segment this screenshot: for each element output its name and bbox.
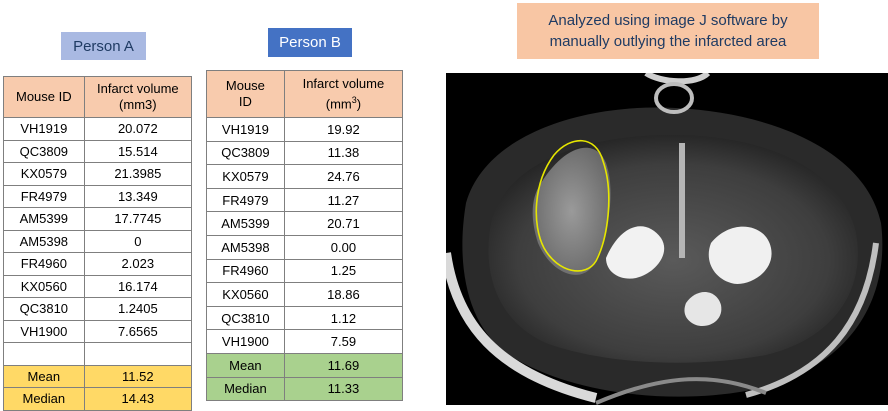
mouse-id-cell: FR4960 <box>206 258 285 284</box>
header-infarct-volume: Infarct volume (mm3) <box>83 76 193 118</box>
mouse-id-cell: VH1900 <box>3 319 85 343</box>
table-row: KX0579 24.76 <box>206 164 404 189</box>
volume-cell: 0.00 <box>283 234 404 260</box>
mouse-id-cell: AM5398 <box>3 229 85 253</box>
volume-cell: 1.25 <box>283 258 404 284</box>
mouse-id-cell: KX0579 <box>3 162 85 186</box>
table-row: QC3809 15.514 <box>3 139 193 163</box>
mean-value: 11.52 <box>83 364 193 388</box>
mouse-id-cell: KX0579 <box>206 164 285 189</box>
table-header-row: Mouse ID Infarct volume (mm3) <box>3 76 193 118</box>
person-b-table: Mouse ID Infarct volume (mm3) VH1919 19.9… <box>206 70 404 402</box>
mean-value: 11.69 <box>283 352 404 378</box>
empty-row <box>3 342 193 366</box>
mouse-id-cell: KX0560 <box>206 282 285 307</box>
mouse-id-cell: KX0560 <box>3 274 85 298</box>
volume-cell: 21.3985 <box>83 162 193 186</box>
mouse-id-cell: QC3810 <box>206 305 285 331</box>
table-row: AM5399 17.7745 <box>3 207 193 231</box>
volume-cell: 11.38 <box>283 140 404 166</box>
volume-cell: 24.76 <box>283 164 404 189</box>
volume-cell: 7.6565 <box>83 319 193 343</box>
volume-cell: 20.71 <box>283 211 404 236</box>
table-header-row: Mouse ID Infarct volume (mm3) <box>206 70 404 118</box>
header-infarct-volume: Infarct volume (mm3) <box>283 70 404 118</box>
volume-cell: 7.59 <box>283 329 404 354</box>
person-a-table: Mouse ID Infarct volume (mm3) VH1919 20.0… <box>3 76 193 411</box>
table-row: FR4960 2.023 <box>3 252 193 276</box>
mean-row: Mean 11.52 <box>3 364 193 388</box>
table-row: VH1919 19.92 <box>206 117 404 142</box>
table-row: QC3809 11.38 <box>206 140 404 166</box>
header-mouse-id: Mouse ID <box>3 76 85 118</box>
volume-cell: 13.349 <box>83 184 193 208</box>
volume-cell: 2.023 <box>83 252 193 276</box>
volume-cell: 16.174 <box>83 274 193 298</box>
volume-cell: 19.92 <box>283 117 404 142</box>
mri-brain-image <box>446 73 888 405</box>
mouse-id-cell: VH1919 <box>206 117 285 142</box>
table-row: VH1900 7.6565 <box>3 319 193 343</box>
table-row: KX0579 21.3985 <box>3 162 193 186</box>
table-row: KX0560 16.174 <box>3 274 193 298</box>
volume-cell: 0 <box>83 229 193 253</box>
mouse-id-cell: AM5399 <box>3 207 85 231</box>
median-value: 11.33 <box>283 376 404 402</box>
volume-cell: 1.12 <box>283 305 404 331</box>
table-row: QC3810 1.12 <box>206 305 404 331</box>
mouse-id-cell: FR4979 <box>3 184 85 208</box>
mouse-id-cell: AM5398 <box>206 234 285 260</box>
mouse-id-cell: FR4960 <box>3 252 85 276</box>
header-mouse-id: Mouse ID <box>206 70 285 118</box>
table-row: VH1900 7.59 <box>206 329 404 354</box>
volume-cell: 11.27 <box>283 187 404 213</box>
volume-cell: 18.86 <box>283 282 404 307</box>
table-row: KX0560 18.86 <box>206 282 404 307</box>
mouse-id-cell: AM5399 <box>206 211 285 236</box>
table-row: FR4960 1.25 <box>206 258 404 284</box>
volume-cell: 15.514 <box>83 139 193 163</box>
mouse-id-cell: FR4979 <box>206 187 285 213</box>
infarct-outline <box>535 139 610 272</box>
mouse-id-cell: QC3809 <box>206 140 285 166</box>
mouse-id-cell: QC3809 <box>3 139 85 163</box>
table-row: AM5398 0.00 <box>206 234 404 260</box>
volume-cell: 17.7745 <box>83 207 193 231</box>
table-row: FR4979 11.27 <box>206 187 404 213</box>
median-row: Median 11.33 <box>206 376 404 402</box>
median-label: Median <box>3 387 85 411</box>
table-row: AM5398 0 <box>3 229 193 253</box>
mouse-id-cell: VH1900 <box>206 329 285 354</box>
volume-cell: 1.2405 <box>83 297 193 321</box>
analysis-note: Analyzed using image J software by manua… <box>517 3 819 59</box>
table-row: FR4979 13.349 <box>3 184 193 208</box>
median-value: 14.43 <box>83 387 193 411</box>
median-row: Median 14.43 <box>3 387 193 411</box>
table-row: VH1919 20.072 <box>3 117 193 141</box>
mean-row: Mean 11.69 <box>206 352 404 378</box>
mouse-id-cell: QC3810 <box>3 297 85 321</box>
mean-label: Mean <box>3 364 85 388</box>
table-row: QC3810 1.2405 <box>3 297 193 321</box>
mean-label: Mean <box>206 352 285 378</box>
volume-cell: 20.072 <box>83 117 193 141</box>
person-b-label: Person B <box>268 28 352 57</box>
median-label: Median <box>206 376 285 402</box>
person-a-label: Person A <box>61 32 146 60</box>
mouse-id-cell: VH1919 <box>3 117 85 141</box>
table-row: AM5399 20.71 <box>206 211 404 236</box>
